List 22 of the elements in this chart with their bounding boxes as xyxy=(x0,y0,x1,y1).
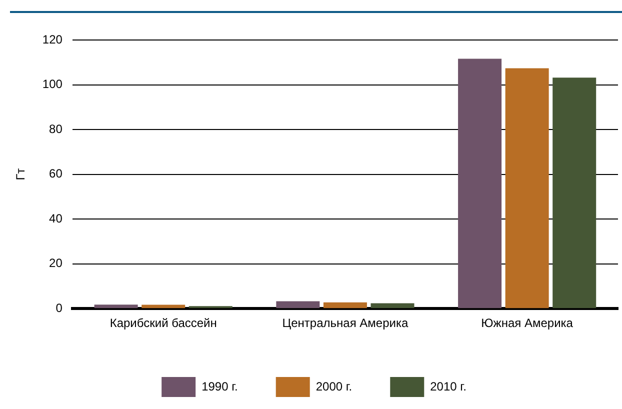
y-tick-label: 0 xyxy=(56,300,63,315)
y-tick-label: 40 xyxy=(49,211,63,226)
bar xyxy=(458,58,502,308)
bar xyxy=(94,304,138,308)
y-tick-label: 60 xyxy=(49,166,63,181)
y-tick-label: 80 xyxy=(49,122,63,136)
legend-label: 2010 г. xyxy=(430,379,466,394)
bar xyxy=(370,303,414,308)
x-tick-label: Карибский бассейн xyxy=(110,316,217,330)
bar xyxy=(323,302,367,308)
bar xyxy=(276,301,320,308)
bar xyxy=(142,304,186,308)
y-tick-label: 100 xyxy=(42,77,63,92)
bar xyxy=(505,68,549,308)
bar xyxy=(552,78,596,308)
y-axis-title: Гт xyxy=(14,168,28,180)
legend-label: 2000 г. xyxy=(316,379,352,394)
y-tick-label: 120 xyxy=(42,32,63,46)
x-tick-label: Центральная Америка xyxy=(282,316,408,330)
x-tick-label: Южная Америка xyxy=(481,316,574,330)
y-tick-label: 20 xyxy=(49,256,63,270)
legend-label: 1990 г. xyxy=(202,379,238,394)
